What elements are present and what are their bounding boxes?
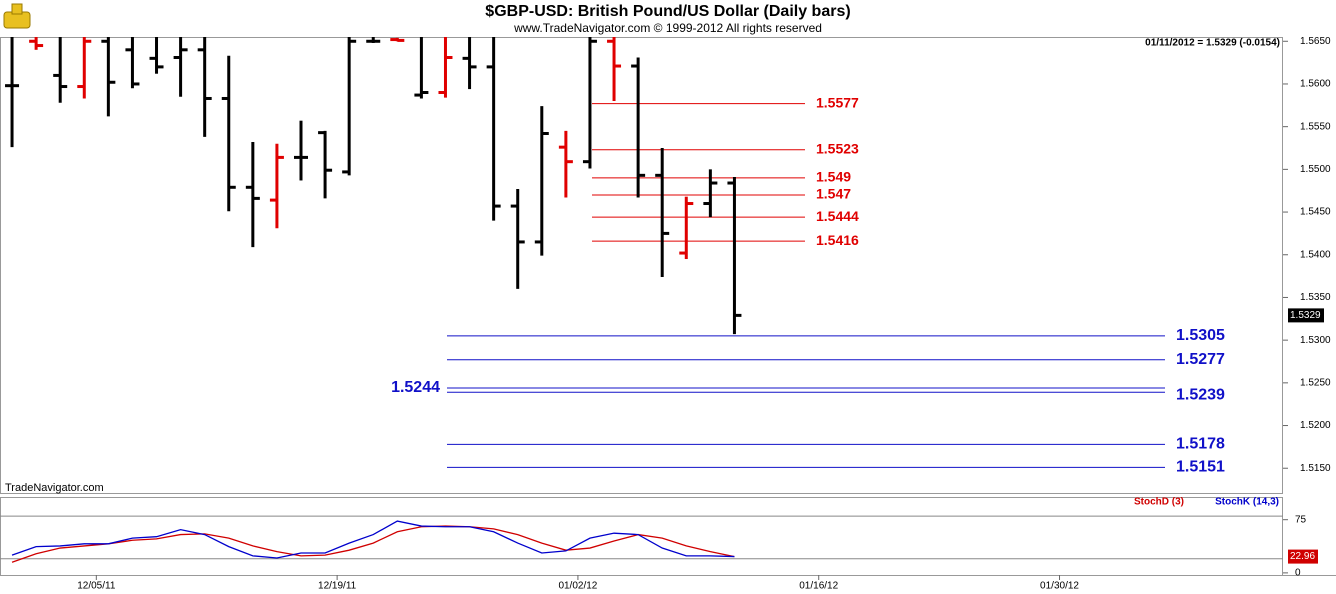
y-tick-label: 1.5400: [1300, 249, 1331, 260]
y-tick-label: 1.5150: [1300, 463, 1331, 474]
y-tick-label: 1.5650: [1300, 36, 1331, 47]
price-panel: [0, 37, 1283, 494]
level-label: 1.5577: [816, 94, 859, 110]
logo: [3, 3, 31, 29]
last-stoch-box: [1288, 549, 1318, 564]
x-tick-label: 01/16/12: [799, 581, 838, 592]
last-price-label: 1.5329: [1290, 310, 1321, 321]
y-tick-label: 1.5300: [1300, 335, 1331, 346]
axes: 1.5150 1.5200 1.5250 1.5300 1.5350 1.5400 1.54…: [77, 36, 1331, 592]
watermark: TradeNavigator.com: [5, 482, 104, 494]
y-tick-label: 0: [1295, 568, 1301, 579]
x-tick-label: 01/02/12: [558, 581, 597, 592]
legend-entry: StochK (14,3): [1215, 497, 1279, 508]
chart-title: $GBP-USD: British Pound/US Dollar (Daily…: [485, 3, 850, 20]
x-tick-label: 12/05/11: [77, 581, 116, 592]
level-label: 1.5444: [816, 208, 859, 224]
stoch-line: [11, 525, 735, 563]
level-label: 1.5416: [816, 232, 859, 248]
level-label: 1.5277: [1176, 351, 1225, 368]
level-label: 1.5178: [1176, 436, 1225, 453]
level-label: 1.5305: [1176, 327, 1225, 344]
level-label: 1.547: [816, 186, 851, 202]
y-tick-label: 1.5450: [1300, 207, 1331, 218]
price-plot: [5, 37, 1165, 468]
legend-entry: StochD (3): [1134, 497, 1184, 508]
y-tick-label: 1.5600: [1300, 79, 1331, 90]
stoch-line: [11, 520, 735, 559]
last-price-box: [1288, 308, 1324, 323]
level-label: 1.5523: [816, 140, 859, 156]
price-readout: 01/11/2012 = 1.5329 (-0.0154): [1145, 38, 1280, 49]
x-tick-label: 01/30/12: [1040, 581, 1079, 592]
level-label: 1.5239: [1176, 386, 1225, 403]
y-tick-label: 1.5500: [1300, 164, 1331, 175]
y-tick-label: 1.5550: [1300, 121, 1331, 132]
y-tick-label: 1.5250: [1300, 377, 1331, 388]
y-tick-label: 1.5200: [1300, 420, 1331, 431]
level-label: 1.5151: [1176, 459, 1225, 476]
y-tick-label: 1.5350: [1300, 292, 1331, 303]
level-label: 1.549: [816, 169, 851, 185]
x-tick-label: 12/19/11: [318, 581, 357, 592]
chart-subtitle: www.TradeNavigator.com © 1999-2012 All r…: [513, 21, 822, 35]
level-label: 1.5244: [391, 379, 440, 396]
stoch-plot: [0, 515, 1283, 563]
last-stoch-label: 22.96: [1290, 551, 1315, 562]
y-tick-label: 75: [1295, 514, 1307, 525]
